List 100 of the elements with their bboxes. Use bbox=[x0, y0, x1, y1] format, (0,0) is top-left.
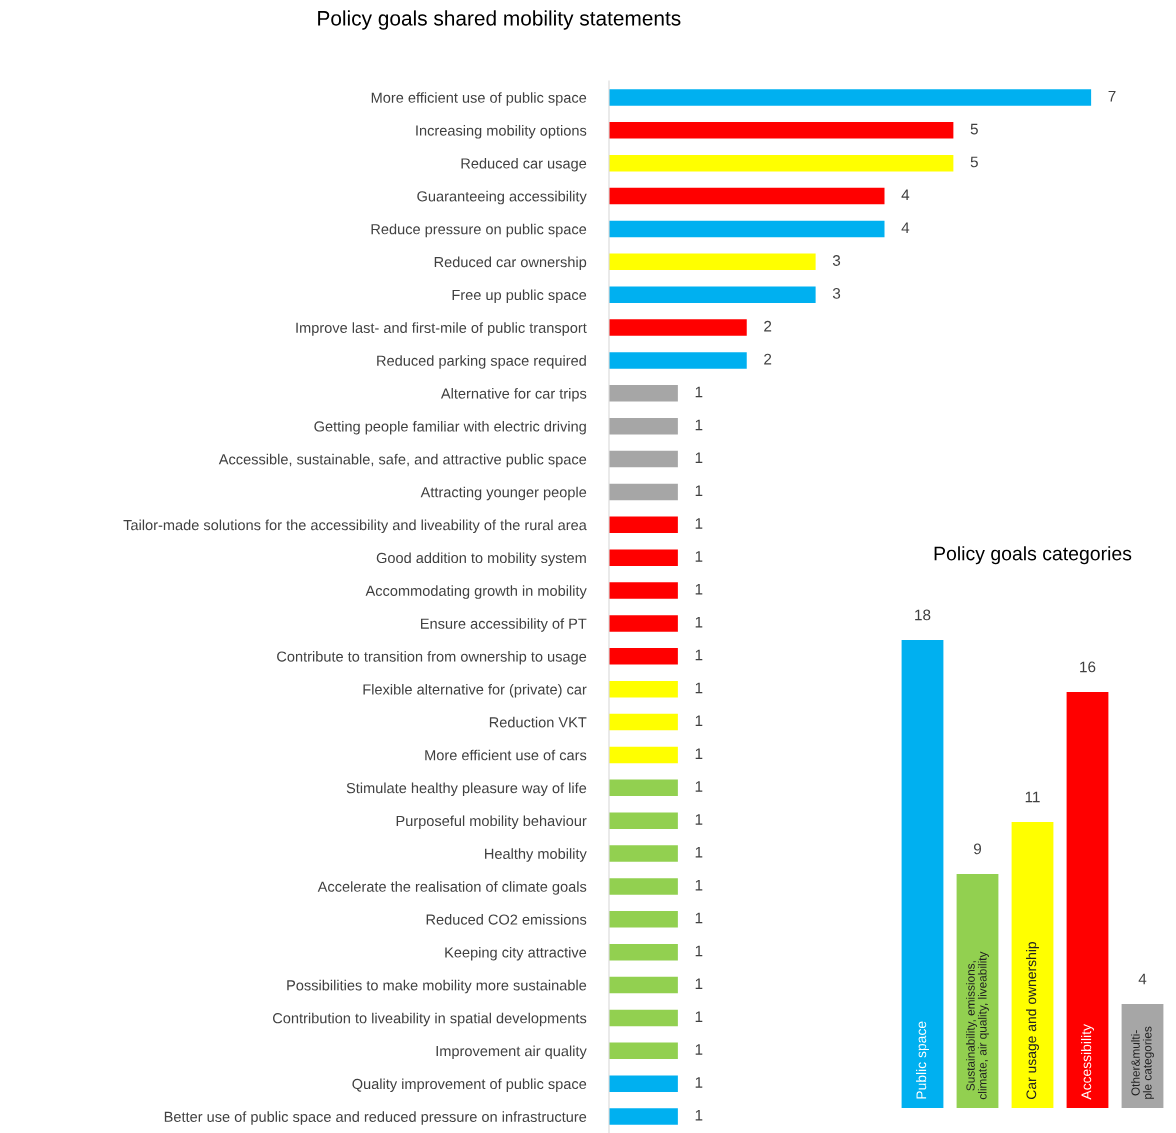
y-tick-label: Accommodating growth in mobility bbox=[365, 585, 587, 599]
bar bbox=[609, 89, 1092, 106]
data-label: 1 bbox=[695, 1044, 703, 1055]
bar bbox=[609, 385, 678, 402]
y-tick-label: Possibilities to make mobility more sustainable bbox=[287, 979, 587, 994]
bar bbox=[609, 286, 816, 303]
bar bbox=[609, 812, 678, 829]
bar bbox=[956, 874, 999, 1108]
data-label: 2 bbox=[764, 320, 772, 332]
y-tick-label: Stimulate healthy pleasure way of life bbox=[346, 782, 587, 797]
y-tick-label: Healthy mobility bbox=[485, 848, 587, 862]
y-tick-label: More efficient use of public space bbox=[371, 92, 587, 106]
data-label: 1 bbox=[695, 1110, 703, 1121]
bar bbox=[609, 1108, 678, 1125]
data-label: 1 bbox=[695, 485, 703, 496]
y-tick-label: Guaranteeing accessibility bbox=[417, 190, 587, 205]
y-tick-label: Tailor-made solutions for the accessibility and liveability of the rural area bbox=[123, 519, 587, 534]
bar bbox=[609, 615, 678, 632]
data-label: 11 bbox=[1025, 791, 1040, 803]
y-tick-label: Contribution to liveability in spatial developments bbox=[273, 1012, 587, 1027]
data-label: 1 bbox=[695, 551, 703, 562]
bar bbox=[609, 187, 885, 205]
bar bbox=[609, 845, 678, 862]
category-label: Car usage and ownership bbox=[1026, 941, 1039, 1099]
bar bbox=[609, 648, 678, 665]
data-label: 3 bbox=[832, 287, 841, 299]
y-tick-label: Attracting younger people bbox=[420, 486, 587, 501]
bar bbox=[609, 582, 678, 599]
y-tick-label: Better use of public space and reduced pressure on infrastructure bbox=[164, 1111, 587, 1125]
bar bbox=[609, 713, 678, 731]
data-label: 1 bbox=[695, 616, 703, 628]
data-label: 1 bbox=[695, 452, 703, 464]
category-label: Public space bbox=[916, 1021, 929, 1099]
y-tick-label: Reduced car usage bbox=[461, 157, 587, 172]
data-label: 1 bbox=[695, 386, 703, 398]
bar bbox=[609, 516, 678, 534]
y-tick-label: Improve last- and first-mile of public transport bbox=[296, 322, 587, 336]
y-tick-label: Accessible, sustainable, safe, and attractive public space bbox=[218, 453, 587, 468]
y-tick-label: Reduced CO2 emissions bbox=[426, 914, 587, 925]
data-label: 4 bbox=[901, 222, 910, 233]
data-label: 9 bbox=[973, 843, 982, 855]
data-label: 1 bbox=[695, 814, 703, 825]
bar bbox=[609, 483, 678, 501]
chart-title: Policy goals shared mobility statements bbox=[318, 10, 681, 30]
data-label: 16 bbox=[1080, 661, 1096, 673]
y-tick-label: Flexible alternative for (private) car bbox=[363, 683, 587, 698]
y-tick-label: Purposeful mobility behaviour bbox=[396, 815, 587, 829]
y-tick-label: Contribute to transition from ownership to usage bbox=[277, 651, 587, 665]
y-tick-label: Reduced parking space required bbox=[377, 355, 586, 369]
chart-title: Policy goals categories bbox=[934, 546, 1132, 565]
bar bbox=[1121, 1004, 1164, 1108]
bar bbox=[609, 680, 678, 698]
data-label: 1 bbox=[695, 584, 703, 595]
data-label: 1 bbox=[695, 912, 703, 924]
data-label: 1 bbox=[695, 879, 703, 891]
y-tick-label: Alternative for car trips bbox=[440, 388, 587, 402]
data-label: 18 bbox=[915, 609, 931, 621]
y-tick-label: Reduce pressure on public space bbox=[371, 223, 587, 238]
data-label: 7 bbox=[1108, 90, 1116, 102]
data-label: 4 bbox=[901, 189, 910, 201]
data-label: 1 bbox=[695, 1077, 703, 1088]
bar bbox=[609, 779, 678, 797]
bar bbox=[901, 640, 944, 1108]
data-label: 1 bbox=[695, 715, 703, 727]
data-label: 4 bbox=[1138, 973, 1147, 985]
bar bbox=[609, 549, 678, 566]
y-tick-label: More efficient use of cars bbox=[425, 749, 587, 761]
bar bbox=[609, 976, 678, 994]
category-label: Accessibility bbox=[1081, 1024, 1094, 1100]
data-label: 1 bbox=[695, 847, 703, 858]
bar bbox=[609, 417, 678, 435]
data-label: 1 bbox=[695, 682, 703, 694]
y-tick-label: Increasing mobility options bbox=[416, 125, 587, 139]
y-tick-label: Keeping city attractive bbox=[445, 946, 587, 961]
data-label: 5 bbox=[970, 123, 978, 135]
data-label: 3 bbox=[832, 255, 841, 266]
bar bbox=[609, 352, 747, 369]
bar bbox=[609, 1009, 678, 1027]
category-label: Sustainability, emissions, climate, air quality, liveability bbox=[966, 951, 989, 1100]
bar bbox=[609, 943, 678, 961]
data-label: 1 bbox=[695, 781, 703, 792]
y-tick-label: Free up public space bbox=[452, 289, 587, 303]
data-label: 1 bbox=[695, 945, 703, 957]
bar bbox=[609, 911, 678, 928]
data-label: 1 bbox=[695, 419, 703, 431]
data-label: 5 bbox=[970, 156, 978, 168]
bar bbox=[609, 253, 816, 271]
bar bbox=[609, 1075, 678, 1092]
data-label: 1 bbox=[695, 649, 703, 661]
bar bbox=[609, 154, 954, 172]
bar bbox=[609, 1042, 678, 1060]
bar bbox=[609, 319, 747, 336]
bar bbox=[609, 220, 885, 238]
y-tick-label: Reduced car ownership bbox=[434, 256, 587, 271]
bar bbox=[1011, 822, 1054, 1108]
data-label: 1 bbox=[695, 1011, 703, 1022]
bar bbox=[609, 878, 678, 895]
y-tick-label: Good addition to mobility system bbox=[376, 552, 586, 566]
y-tick-label: Quality improvement of public space bbox=[352, 1078, 587, 1092]
y-tick-label: Ensure accessibility of PT bbox=[421, 618, 587, 632]
